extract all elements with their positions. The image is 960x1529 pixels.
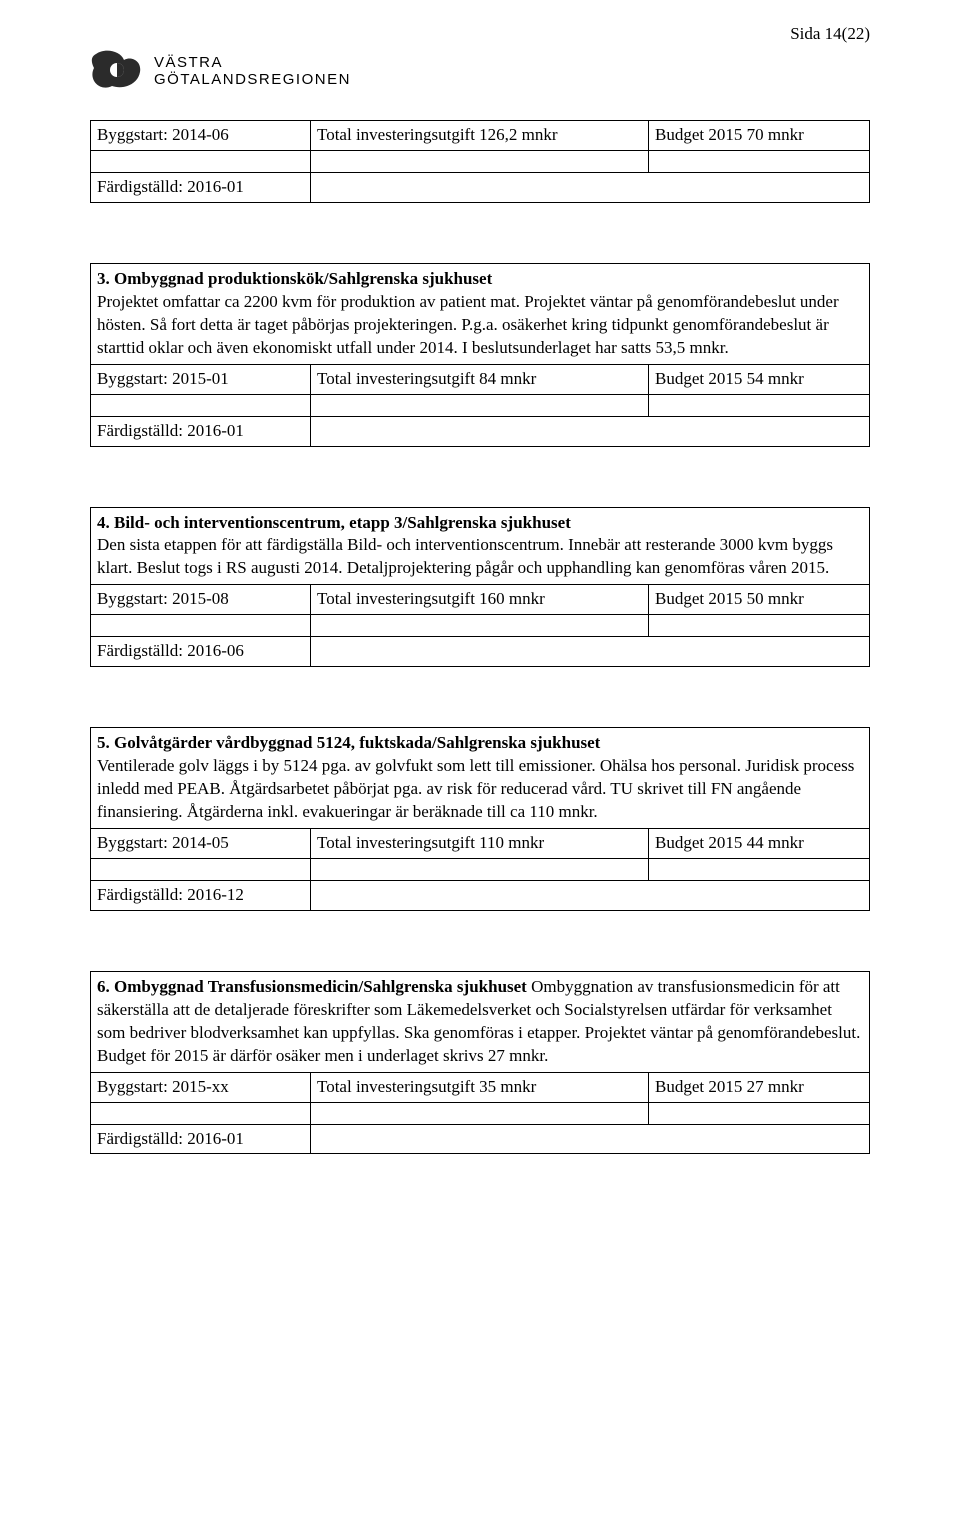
- logo-text: VÄSTRA GÖTALANDSREGIONEN: [154, 54, 351, 89]
- spacer-row: [91, 614, 869, 636]
- box-title: 6. Ombyggnad Transfusionsmedicin/Sahlgre…: [97, 977, 527, 996]
- empty-cell: [311, 417, 869, 446]
- byggstart-cell: Byggstart: 2015-xx: [91, 1073, 311, 1102]
- invest-cell: Total investeringsutgift 35 mnkr: [311, 1073, 649, 1102]
- completed-row: Färdigställd: 2016-01: [91, 172, 869, 202]
- spacer-row: [91, 394, 869, 416]
- invest-cell: Total investeringsutgift 84 mnkr: [311, 365, 649, 394]
- empty-cell: [311, 637, 869, 666]
- budget-cell: Budget 2015 70 mnkr: [649, 121, 869, 150]
- completed-row: Färdigställd: 2016-01: [91, 416, 869, 446]
- completed-row: Färdigställd: 2016-06: [91, 636, 869, 666]
- box-body: 4. Bild- och interventionscentrum, etapp…: [91, 508, 869, 585]
- data-row: Byggstart: 2014-06 Total investeringsutg…: [91, 121, 869, 150]
- data-row: Byggstart: 2014-05 Total investeringsutg…: [91, 828, 869, 858]
- region-logo-icon: [90, 50, 144, 92]
- box-body: 3. Ombyggnad produktionskök/Sahlgrenska …: [91, 264, 869, 364]
- fardig-cell: Färdigställd: 2016-01: [91, 417, 311, 446]
- budget-cell: Budget 2015 50 mnkr: [649, 585, 869, 614]
- fardig-cell: Färdigställd: 2016-01: [91, 173, 311, 202]
- spacer-row: [91, 150, 869, 172]
- logo-line2: GÖTALANDSREGIONEN: [154, 71, 351, 88]
- project-box-3: 3. Ombyggnad produktionskök/Sahlgrenska …: [90, 263, 870, 447]
- box-title: 4. Bild- och interventionscentrum, etapp…: [97, 513, 571, 532]
- page-number: Sida 14(22): [90, 24, 870, 44]
- project-box-6: 6. Ombyggnad Transfusionsmedicin/Sahlgre…: [90, 971, 870, 1155]
- invest-cell: Total investeringsutgift 110 mnkr: [311, 829, 649, 858]
- project-box-2-tail: Byggstart: 2014-06 Total investeringsutg…: [90, 120, 870, 203]
- empty-cell: [311, 1125, 869, 1154]
- byggstart-cell: Byggstart: 2015-08: [91, 585, 311, 614]
- byggstart-cell: Byggstart: 2014-06: [91, 121, 311, 150]
- box-desc-text: Projektet omfattar ca 2200 kvm för produ…: [97, 292, 839, 357]
- project-box-5: 5. Golvåtgärder vårdbyggnad 5124, fuktsk…: [90, 727, 870, 911]
- fardig-cell: Färdigställd: 2016-12: [91, 881, 311, 910]
- byggstart-cell: Byggstart: 2015-01: [91, 365, 311, 394]
- byggstart-cell: Byggstart: 2014-05: [91, 829, 311, 858]
- budget-cell: Budget 2015 54 mnkr: [649, 365, 869, 394]
- invest-cell: Total investeringsutgift 160 mnkr: [311, 585, 649, 614]
- budget-cell: Budget 2015 44 mnkr: [649, 829, 869, 858]
- data-row: Byggstart: 2015-08 Total investeringsutg…: [91, 584, 869, 614]
- budget-cell: Budget 2015 27 mnkr: [649, 1073, 869, 1102]
- fardig-cell: Färdigställd: 2016-01: [91, 1125, 311, 1154]
- data-row: Byggstart: 2015-01 Total investeringsutg…: [91, 364, 869, 394]
- spacer-row: [91, 858, 869, 880]
- empty-cell: [311, 881, 869, 910]
- page: Sida 14(22) VÄSTRA GÖTALANDSREGIONEN Byg…: [0, 0, 960, 1214]
- completed-row: Färdigställd: 2016-01: [91, 1124, 869, 1154]
- box-body: 6. Ombyggnad Transfusionsmedicin/Sahlgre…: [91, 972, 869, 1072]
- data-row: Byggstart: 2015-xx Total investeringsutg…: [91, 1072, 869, 1102]
- box-title: 3. Ombyggnad produktionskök/Sahlgrenska …: [97, 269, 492, 288]
- fardig-cell: Färdigställd: 2016-06: [91, 637, 311, 666]
- box-body: 5. Golvåtgärder vårdbyggnad 5124, fuktsk…: [91, 728, 869, 828]
- box-desc-text: Ventilerade golv läggs i by 5124 pga. av…: [97, 756, 854, 821]
- spacer-row: [91, 1102, 869, 1124]
- logo-block: VÄSTRA GÖTALANDSREGIONEN: [90, 50, 870, 92]
- box-desc-text: Den sista etappen för att färdigställa B…: [97, 535, 833, 577]
- box-desc-text-2: Budget för 2015 är därför osäker men i u…: [97, 1046, 548, 1065]
- logo-line1: VÄSTRA: [154, 54, 351, 71]
- box-title: 5. Golvåtgärder vårdbyggnad 5124, fuktsk…: [97, 733, 600, 752]
- completed-row: Färdigställd: 2016-12: [91, 880, 869, 910]
- project-box-4: 4. Bild- och interventionscentrum, etapp…: [90, 507, 870, 668]
- invest-cell: Total investeringsutgift 126,2 mnkr: [311, 121, 649, 150]
- empty-cell: [311, 173, 869, 202]
